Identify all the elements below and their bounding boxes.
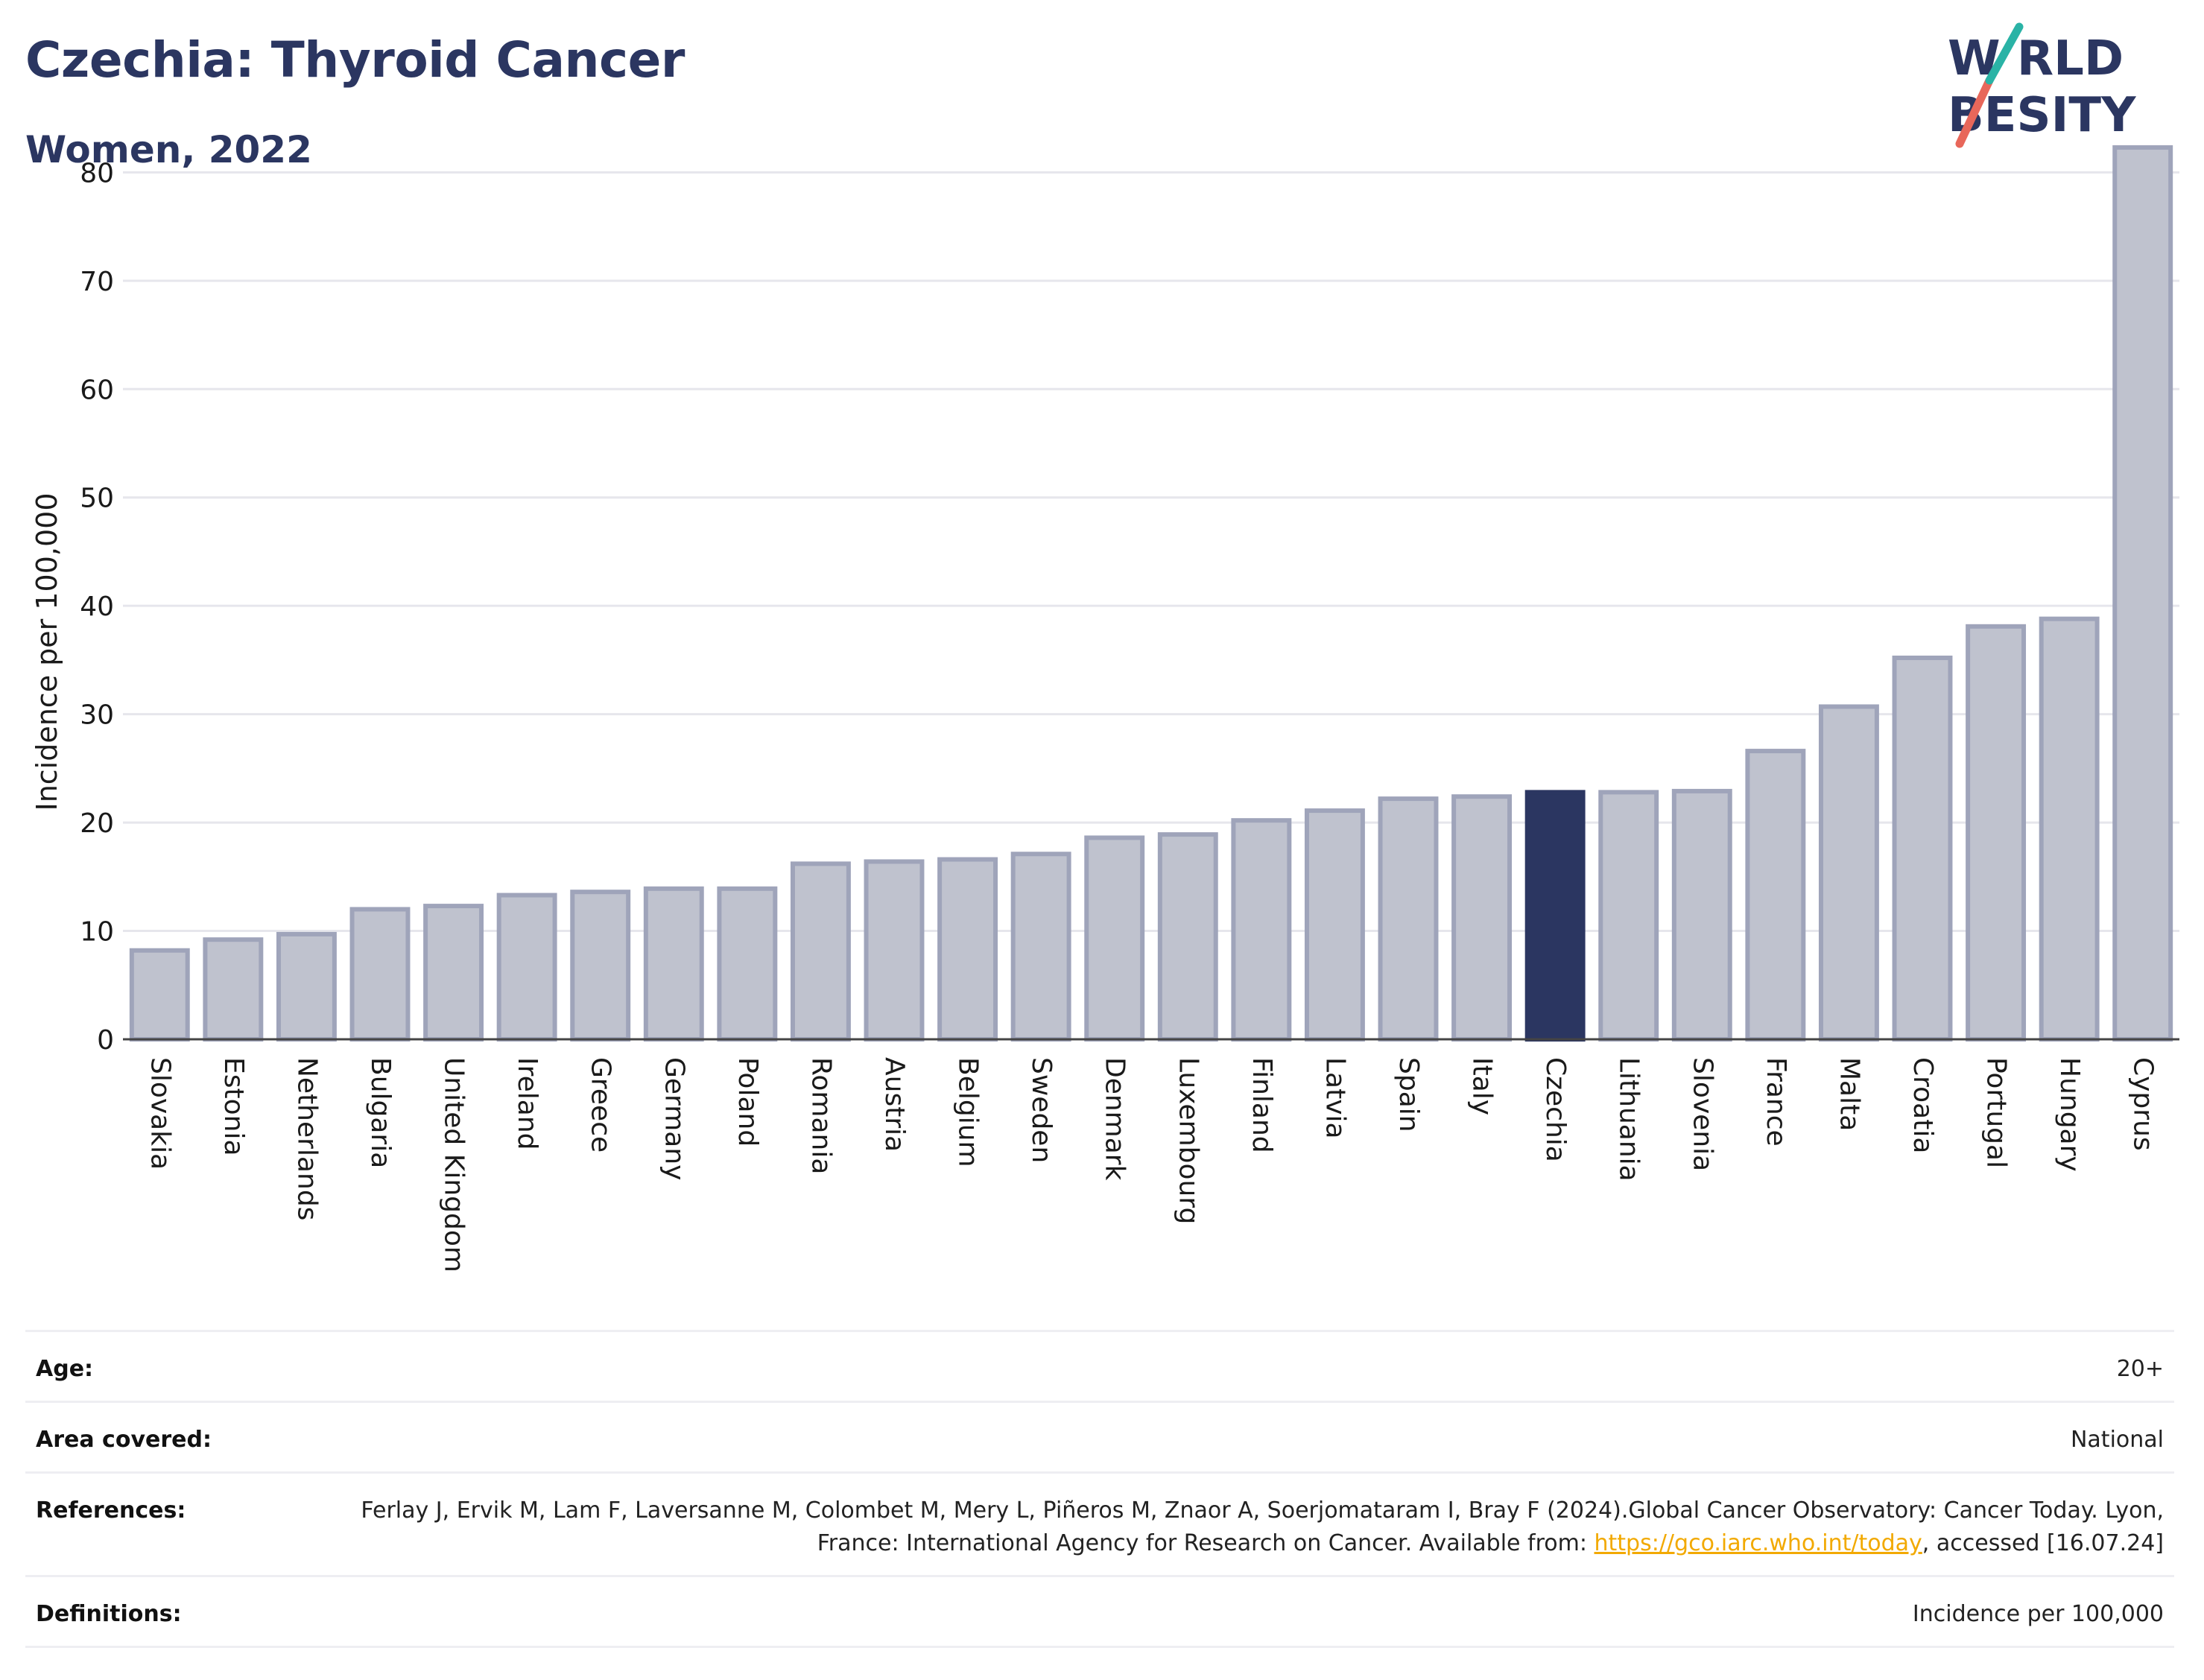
info-value-definitions: Incidence per 100,000	[1912, 1601, 2164, 1627]
bar-latvia	[1304, 808, 1365, 1042]
y-tick-labels: 0 10 20 30 40 50 60 70 80	[80, 158, 114, 1056]
x-tick-label: Bulgaria	[365, 1057, 396, 1168]
x-tick-label: Spain	[1393, 1057, 1424, 1132]
x-tick-label: Denmark	[1100, 1057, 1130, 1181]
bar-cyprus	[2112, 145, 2173, 1042]
bar-finland	[1231, 818, 1292, 1042]
logo-slash-top	[1985, 22, 2024, 85]
x-tick-label: Slovenia	[1687, 1057, 1717, 1171]
x-tick-label: Latvia	[1320, 1057, 1350, 1139]
world-obesity-logo: W RLD BESITY	[1948, 22, 2136, 148]
y-tick-label: 70	[80, 267, 114, 297]
y-tick-label: 30	[80, 700, 114, 731]
info-value-age: 20+	[2116, 1356, 2164, 1382]
x-tick-label: United Kingdom	[439, 1057, 469, 1272]
info-value-references: Ferlay J, Ervik M, Lam F, Laversanne M, …	[331, 1494, 2164, 1560]
bar-slovakia	[129, 948, 190, 1042]
bar-croatia	[1892, 656, 1953, 1042]
x-tick-label: Czechia	[1540, 1057, 1571, 1162]
bar-lithuania	[1598, 790, 1659, 1042]
x-tick-label: Netherlands	[291, 1057, 322, 1220]
info-row-references: References: Ferlay J, Ervik M, Lam F, La…	[25, 1474, 2174, 1577]
x-tick-label: Lithuania	[1614, 1057, 1644, 1182]
info-row-area: Area covered: National	[25, 1403, 2174, 1474]
bar-denmark	[1084, 835, 1145, 1042]
info-table: Age: 20+ Area covered: National Referenc…	[25, 1330, 2174, 1648]
info-row-age: Age: 20+	[25, 1332, 2174, 1403]
x-tick-labels: Slovakia Estonia Netherlands Bulgaria United…	[145, 1057, 2158, 1272]
bar-spain	[1378, 796, 1439, 1042]
bar-bulgaria	[349, 907, 411, 1042]
y-tick-label: 10	[80, 917, 114, 948]
logo-slash-bottom	[1955, 76, 1994, 148]
x-tick-label: Portugal	[1981, 1057, 2012, 1168]
reference-link[interactable]: https://gco.iarc.who.int/today	[1594, 1530, 1922, 1556]
y-tick-label: 0	[97, 1025, 114, 1056]
y-axis-label: Incidence per 100,000	[31, 492, 63, 811]
y-tick-label: 40	[80, 592, 114, 622]
x-tick-label: Slovakia	[145, 1057, 175, 1170]
info-label-area: Area covered:	[36, 1427, 212, 1453]
x-tick-label: Estonia	[218, 1057, 249, 1156]
x-tick-label: Cyprus	[2128, 1057, 2159, 1151]
y-tick-label: 60	[80, 375, 114, 405]
x-tick-label: France	[1761, 1057, 1791, 1147]
y-tick-label: 20	[80, 808, 114, 839]
bar-hungary	[2039, 616, 2100, 1042]
x-tick-label: Sweden	[1026, 1057, 1057, 1163]
x-tick-label: Malta	[1834, 1057, 1864, 1131]
bar-romania	[790, 861, 851, 1042]
bars	[129, 145, 2173, 1042]
bar-italy	[1451, 794, 1513, 1042]
bar-czechia	[1524, 790, 1586, 1042]
bar-united-kingdom	[423, 904, 484, 1042]
info-label-age: Age:	[36, 1356, 94, 1382]
x-tick-label: Finland	[1247, 1057, 1277, 1153]
x-tick-label: Greece	[586, 1057, 616, 1153]
x-tick-label: Hungary	[2054, 1057, 2085, 1172]
bar-sweden	[1010, 852, 1071, 1042]
x-tick-label: Luxembourg	[1173, 1057, 1203, 1224]
info-value-area: National	[2070, 1427, 2164, 1453]
bar-france	[1745, 749, 1806, 1042]
bar-chart: 0 10 20 30 40 50 60 70 80 Slovakia Estonia Netherl…	[31, 145, 2179, 1272]
bar-portugal	[1966, 624, 2027, 1042]
x-tick-label: Poland	[732, 1057, 763, 1147]
x-tick-label: Italy	[1467, 1057, 1498, 1115]
reference-text: Ferlay J, Ervik M, Lam F, Laversanne M, …	[361, 1497, 2164, 1556]
x-tick-label: Romania	[805, 1057, 836, 1174]
chart-title: Czechia: Thyroid Cancer	[25, 31, 685, 89]
bar-austria	[864, 859, 925, 1042]
info-label-definitions: Definitions:	[36, 1601, 182, 1627]
bar-malta	[1818, 704, 1879, 1042]
info-row-definitions: Definitions: Incidence per 100,000	[25, 1577, 2174, 1648]
reference-accessed: , accessed [16.07.24]	[1922, 1530, 2164, 1556]
bar-belgium	[937, 857, 998, 1042]
x-tick-label: Ireland	[512, 1057, 542, 1150]
x-tick-label: Croatia	[1907, 1057, 1938, 1153]
bar-poland	[717, 886, 778, 1042]
bar-estonia	[203, 937, 264, 1042]
bar-germany	[643, 886, 704, 1042]
logo-line1: W RLD	[1948, 31, 2124, 86]
bar-greece	[570, 890, 631, 1042]
bar-ireland	[496, 893, 557, 1042]
bar-slovenia	[1671, 788, 1732, 1042]
x-tick-label: Austria	[879, 1057, 910, 1152]
x-tick-label: Belgium	[953, 1057, 984, 1167]
y-tick-label: 80	[80, 158, 114, 188]
chart-subtitle: Women, 2022	[25, 128, 312, 171]
bar-luxembourg	[1157, 832, 1218, 1042]
x-tick-label: Germany	[659, 1057, 689, 1180]
bar-netherlands	[276, 931, 337, 1042]
info-label-references: References:	[36, 1497, 186, 1524]
y-tick-label: 50	[80, 484, 114, 514]
